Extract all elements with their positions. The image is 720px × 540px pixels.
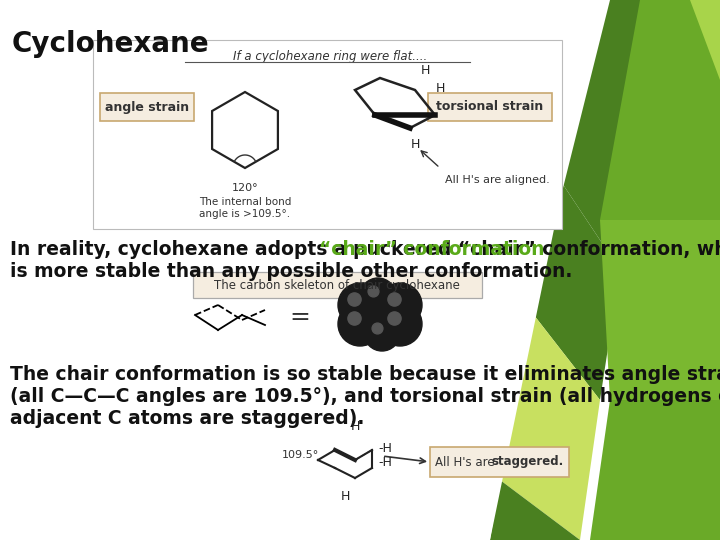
Polygon shape [500,310,600,540]
Text: =: = [289,305,310,329]
Text: angle strain: angle strain [105,100,189,113]
Circle shape [388,312,401,325]
Circle shape [360,278,396,314]
Text: -H: -H [378,442,392,455]
Polygon shape [590,400,720,540]
Text: The internal bond
angle is >109.5°.: The internal bond angle is >109.5°. [199,197,291,219]
Circle shape [348,312,361,325]
Text: H: H [341,490,350,503]
Polygon shape [530,180,620,400]
Text: -H: -H [378,456,392,469]
FancyBboxPatch shape [430,447,569,477]
Text: torsional strain: torsional strain [436,100,544,113]
Circle shape [348,293,361,306]
Polygon shape [0,0,610,540]
Circle shape [364,315,400,351]
Text: 120°: 120° [232,183,258,193]
Text: H: H [351,420,360,433]
Text: All H's are aligned.: All H's are aligned. [445,175,550,185]
Circle shape [338,302,382,346]
Polygon shape [690,0,720,80]
Polygon shape [560,0,660,270]
Text: The carbon skeleton of chair cyclohexane: The carbon skeleton of chair cyclohexane [214,279,460,292]
FancyBboxPatch shape [93,40,562,229]
Text: is more stable than any possible other conformation.: is more stable than any possible other c… [10,262,572,281]
Circle shape [368,286,379,297]
Text: adjacent C atoms are staggered).: adjacent C atoms are staggered). [10,409,364,428]
Text: If a cyclohexane ring were flat....: If a cyclohexane ring were flat.... [233,50,427,63]
Text: H: H [410,138,420,152]
Text: staggered.: staggered. [491,456,564,469]
Text: In reality, cyclohexane adopts a puckered “chair” conformation, which: In reality, cyclohexane adopts a puckere… [10,240,720,259]
Circle shape [372,323,383,334]
Circle shape [338,283,382,327]
Polygon shape [600,220,720,400]
Polygon shape [490,480,580,540]
Text: The chair conformation is so stable because it eliminates angle strain: The chair conformation is so stable beca… [10,365,720,384]
Text: H: H [436,82,445,94]
Circle shape [378,302,422,346]
FancyBboxPatch shape [100,93,194,121]
Text: (all C—C—C angles are 109.5°), and torsional strain (all hydrogens on: (all C—C—C angles are 109.5°), and torsi… [10,387,720,406]
FancyBboxPatch shape [428,93,552,121]
Text: Cyclohexane: Cyclohexane [12,30,210,58]
FancyBboxPatch shape [193,272,482,298]
Circle shape [388,293,401,306]
Text: “chair” conformation: “chair” conformation [319,240,544,259]
Text: All H's are: All H's are [435,456,498,469]
Polygon shape [600,0,720,220]
Text: H: H [420,64,430,77]
Circle shape [378,283,422,327]
Text: 109.5°: 109.5° [282,450,319,460]
